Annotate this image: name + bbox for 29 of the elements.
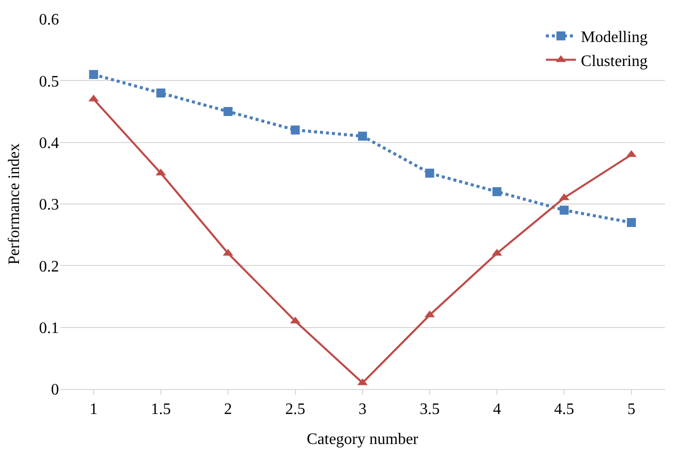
y-tick-label: 0.5	[39, 73, 59, 90]
x-tick-label: 3.5	[420, 401, 440, 418]
point	[626, 218, 636, 227]
y-tick-label: 0.1	[39, 320, 59, 337]
y-tick-label: 0	[51, 382, 59, 399]
x-tick-label: 4.5	[554, 401, 574, 418]
y-tick-label: 0.6	[39, 12, 59, 29]
x-tick-label: 4	[492, 401, 501, 418]
x-tick-label: 2	[224, 401, 232, 418]
x-tick-label: 1.5	[150, 401, 171, 418]
point	[560, 206, 569, 215]
y-axis-title: Performance index	[6, 143, 23, 265]
y-tick-label: 0.2	[39, 258, 59, 276]
legend-label: Modelling	[580, 29, 648, 46]
x-tick-label: 3	[358, 401, 366, 418]
point	[156, 88, 166, 98]
x-tick-label: 5	[627, 401, 636, 418]
point	[492, 187, 502, 196]
point	[358, 132, 367, 141]
point	[224, 107, 233, 116]
point	[89, 70, 98, 79]
x-tick-label: 1	[90, 401, 98, 418]
y-tick-label: 0.4	[39, 134, 59, 152]
y-tick-label: 0.3	[39, 196, 59, 214]
legend-label: Clustering	[580, 52, 648, 70]
point	[425, 168, 434, 178]
x-axis-title: Category number	[306, 430, 419, 448]
x-tick-label: 2.5	[285, 401, 306, 418]
point	[290, 126, 300, 134]
